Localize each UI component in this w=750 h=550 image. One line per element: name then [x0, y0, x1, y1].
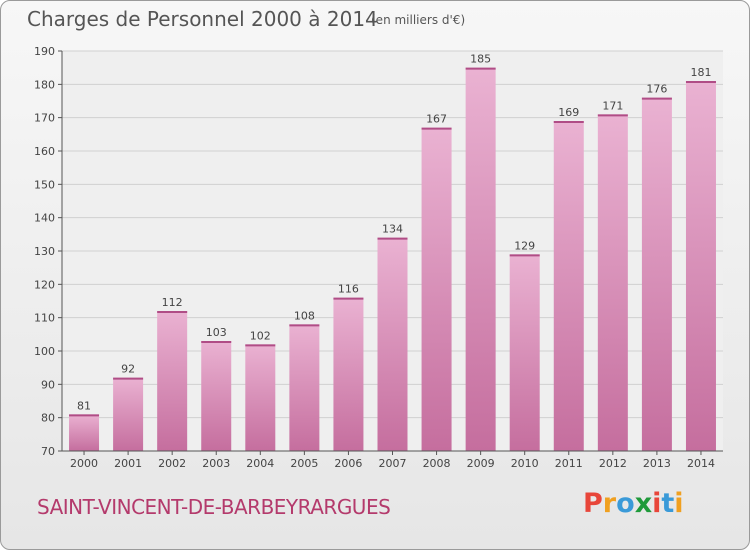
x-tick-label: 2008 — [423, 457, 451, 470]
logo-letter: o — [616, 488, 635, 519]
x-tick-label: 2006 — [334, 457, 362, 470]
y-tick-label: 180 — [34, 78, 55, 91]
x-tick-label: 2012 — [599, 457, 627, 470]
bar — [201, 341, 232, 451]
data-label: 129 — [514, 239, 535, 252]
x-tick-label: 2007 — [379, 457, 407, 470]
chart-subtitle: (en milliers d'€) — [371, 13, 466, 27]
x-tick-label: 2001 — [114, 457, 142, 470]
x-tick-label: 2014 — [687, 457, 715, 470]
x-tick-label: 2010 — [511, 457, 539, 470]
y-tick-label: 160 — [34, 145, 55, 158]
bar — [245, 344, 276, 451]
proxiti-logo: Proxiti — [583, 488, 684, 519]
logo-letter: i — [652, 488, 662, 519]
data-label: 108 — [294, 309, 315, 322]
bar — [377, 237, 408, 451]
data-label: 181 — [690, 66, 711, 79]
logo-letter: t — [661, 488, 675, 519]
y-tick-label: 150 — [34, 178, 55, 191]
bar — [333, 297, 364, 451]
logo-letter: P — [583, 488, 603, 519]
data-label: 92 — [121, 363, 135, 376]
data-label: 116 — [338, 283, 359, 296]
data-label: 102 — [250, 329, 271, 342]
commune-name: SAINT-VINCENT-DE-BARBEYRARGUES — [37, 495, 391, 519]
data-label: 81 — [77, 399, 91, 412]
data-label: 167 — [426, 113, 447, 126]
y-tick-label: 190 — [34, 45, 55, 58]
chart-title: Charges de Personnel 2000 à 2014 — [27, 7, 378, 31]
bar — [597, 114, 628, 451]
bar — [157, 311, 188, 451]
y-tick-label: 140 — [34, 212, 55, 225]
bar — [641, 97, 672, 452]
data-label: 169 — [558, 106, 579, 119]
data-label: 185 — [470, 53, 491, 66]
data-label: 112 — [162, 296, 183, 309]
y-tick-label: 170 — [34, 112, 55, 125]
bar — [553, 121, 584, 451]
x-tick-label: 2005 — [290, 457, 318, 470]
x-tick-label: 2003 — [202, 457, 230, 470]
data-label: 171 — [602, 99, 623, 112]
y-tick-label: 70 — [41, 445, 55, 458]
y-tick-label: 80 — [41, 412, 55, 425]
x-tick-label: 2002 — [158, 457, 186, 470]
y-tick-label: 110 — [34, 312, 55, 325]
logo-letter: r — [602, 488, 617, 519]
data-label: 176 — [646, 83, 667, 96]
x-tick-label: 2009 — [467, 457, 495, 470]
bar — [421, 127, 452, 452]
bar — [509, 254, 540, 451]
data-label: 103 — [206, 326, 227, 339]
x-tick-label: 2011 — [555, 457, 583, 470]
data-label: 134 — [382, 223, 403, 236]
bar — [685, 81, 716, 451]
bar — [465, 67, 496, 452]
y-tick-label: 90 — [41, 378, 55, 391]
bar — [113, 377, 144, 451]
y-tick-label: 120 — [34, 278, 55, 291]
x-tick-label: 2013 — [643, 457, 671, 470]
x-tick-label: 2000 — [70, 457, 98, 470]
bar — [289, 324, 320, 451]
logo-letter: i — [674, 488, 684, 519]
x-tick-label: 2004 — [246, 457, 274, 470]
bar — [69, 414, 100, 451]
y-tick-label: 100 — [34, 345, 55, 358]
logo-letter: x — [634, 488, 653, 519]
y-tick-label: 130 — [34, 245, 55, 258]
